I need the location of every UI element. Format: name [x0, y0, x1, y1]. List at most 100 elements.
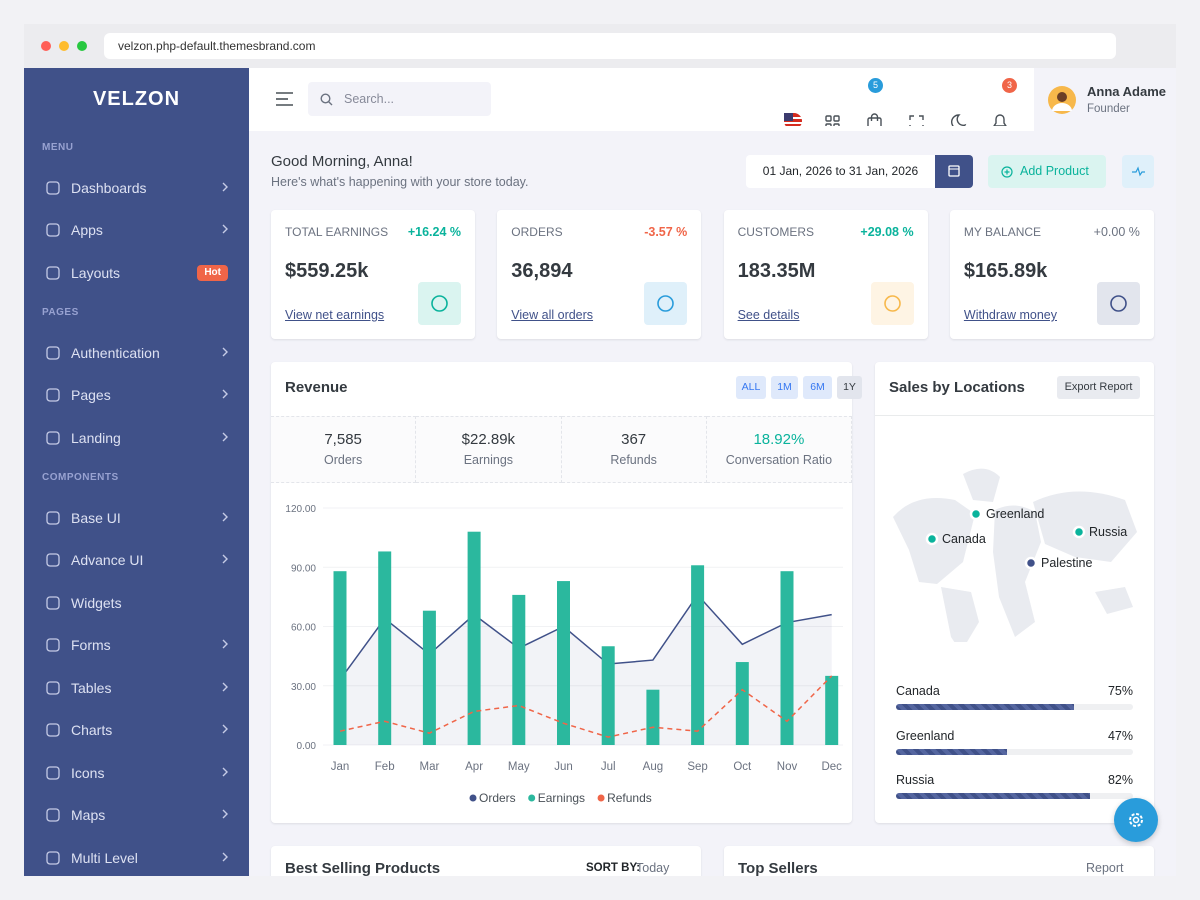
- chevron: [222, 432, 228, 441]
- progress-bar: [896, 793, 1091, 799]
- report-menu[interactable]: Report: [1086, 861, 1124, 875]
- best-selling-card: Best Selling Products SORT BY: Today: [271, 846, 701, 876]
- menu-item[interactable]: Tables: [24, 667, 249, 710]
- menu-label: Pages: [71, 387, 111, 403]
- chevron-shape: [222, 682, 228, 691]
- progress-bar: [896, 704, 1074, 710]
- kpi-link[interactable]: Withdraw money: [963, 308, 1057, 322]
- filter-button[interactable]: 1Y: [837, 376, 862, 399]
- search-placeholder: Search...: [344, 92, 395, 106]
- icon-shape: [46, 553, 60, 567]
- kpi-change: +16.24 %: [407, 225, 461, 239]
- sort-value[interactable]: Today: [636, 861, 670, 875]
- menu-icon: [46, 180, 60, 195]
- progress-label: 82%: [1107, 773, 1133, 787]
- menu-item[interactable]: Widgets: [24, 582, 249, 625]
- notification-icon[interactable]: [993, 114, 1007, 126]
- chevron: [222, 347, 228, 356]
- chevron-shape: [222, 389, 228, 399]
- sort-label: SORT BY:: [586, 862, 641, 874]
- menu-item[interactable]: Forms: [24, 624, 249, 667]
- section-title: COMPONENTS: [42, 472, 119, 483]
- bar: [735, 662, 749, 745]
- progress-track: [896, 704, 1133, 710]
- language-flag[interactable]: [784, 113, 802, 126]
- y-tick-label: 30.00: [291, 682, 316, 693]
- date-range[interactable]: 01 Jan, 2026 to 31 Jan, 2026: [746, 155, 935, 188]
- filter-button[interactable]: ALL: [736, 376, 766, 399]
- progress-name: Canada: [896, 684, 940, 698]
- menu-item[interactable]: Charts: [24, 709, 249, 752]
- chevron: [222, 639, 228, 649]
- icon-shape: [46, 180, 60, 195]
- glyph: [431, 295, 448, 312]
- icon-shape: [46, 680, 60, 695]
- settings-button[interactable]: [1114, 798, 1158, 842]
- kpi-link[interactable]: See details: [737, 308, 800, 322]
- minimize-dot[interactable]: [59, 41, 69, 51]
- menu-item[interactable]: Dashboards: [24, 167, 249, 210]
- map-marker[interactable]: [1024, 556, 1038, 570]
- menu-item[interactable]: Layouts Hot: [24, 252, 249, 295]
- filter-button[interactable]: 1M: [771, 376, 798, 399]
- map-marker[interactable]: [969, 507, 983, 521]
- progress-name: Greenland: [896, 728, 955, 743]
- activity-button[interactable]: [1122, 155, 1154, 188]
- calendar-button[interactable]: [935, 155, 973, 188]
- bar: [422, 610, 436, 745]
- menu-item[interactable]: Multi Level: [24, 837, 249, 877]
- menu-item[interactable]: Pages: [24, 374, 249, 417]
- cart-icon[interactable]: [867, 113, 882, 126]
- stat-value: 367: [621, 431, 647, 448]
- menu-label: Icons: [71, 764, 105, 781]
- y-tick-label: 60.00: [291, 623, 316, 634]
- url-bar[interactable]: velzon.php-default.themesbrand.com: [104, 33, 1116, 59]
- menu-item[interactable]: Base UI: [24, 497, 249, 540]
- add-product-label: Add Product: [1020, 164, 1089, 178]
- kpi-value: $559.25k: [285, 260, 369, 282]
- legend-dot: [528, 794, 536, 802]
- menu-icon: [46, 430, 60, 445]
- menu-item[interactable]: Authentication: [24, 332, 249, 375]
- kpi-link[interactable]: View all orders: [511, 308, 594, 322]
- x-tick-label: Dec: [821, 761, 842, 773]
- progress-label: 75%: [1107, 684, 1133, 698]
- icon-shape: [46, 223, 60, 237]
- logo[interactable]: VELZON: [92, 88, 181, 110]
- legend-label: Orders: [479, 791, 516, 805]
- chevron: [222, 554, 228, 564]
- search-box[interactable]: Search...: [308, 82, 491, 116]
- x-tick-label: Oct: [733, 761, 752, 773]
- menu-item[interactable]: Maps: [24, 794, 249, 837]
- stat-cell: $22.89k Earnings: [416, 416, 562, 483]
- user-menu[interactable]: Anna Adame Founder: [1034, 68, 1176, 131]
- marker-label: Russia: [1089, 525, 1127, 539]
- divider: [875, 415, 1154, 416]
- top-sellers-title: Top Sellers: [738, 860, 818, 876]
- x-tick-label: Nov: [777, 761, 798, 773]
- add-product-button[interactable]: Add Product: [988, 155, 1106, 188]
- menu-item[interactable]: Icons: [24, 752, 249, 795]
- menu-item[interactable]: Landing: [24, 417, 249, 460]
- export-button[interactable]: Export Report: [1057, 376, 1140, 399]
- fullscreen-icon[interactable]: [909, 115, 924, 126]
- icon-shape: [46, 638, 60, 652]
- theme-icon[interactable]: [951, 114, 967, 126]
- menu-item[interactable]: Apps: [24, 209, 249, 252]
- close-dot[interactable]: [41, 41, 51, 51]
- kpi-link[interactable]: View net earnings: [285, 308, 385, 322]
- maximize-dot[interactable]: [77, 41, 87, 51]
- map-marker[interactable]: [925, 532, 939, 546]
- sidebar: VELZON MENU Dashboards Apps Layouts Hot PAGES…: [24, 68, 249, 876]
- menu-toggle[interactable]: [275, 90, 295, 108]
- menu-item[interactable]: Advance UI: [24, 539, 249, 582]
- menu-label: Apps: [71, 222, 103, 238]
- kpi-change: -3.57 %: [644, 225, 688, 239]
- map-marker[interactable]: [1072, 525, 1086, 539]
- apps-icon[interactable]: [825, 115, 840, 126]
- y-tick-label: 90.00: [291, 563, 316, 574]
- progress-track: [896, 793, 1133, 799]
- locations-card: Sales by Locations Export Report Greenla…: [875, 362, 1154, 823]
- filter-button[interactable]: 6M: [803, 376, 832, 399]
